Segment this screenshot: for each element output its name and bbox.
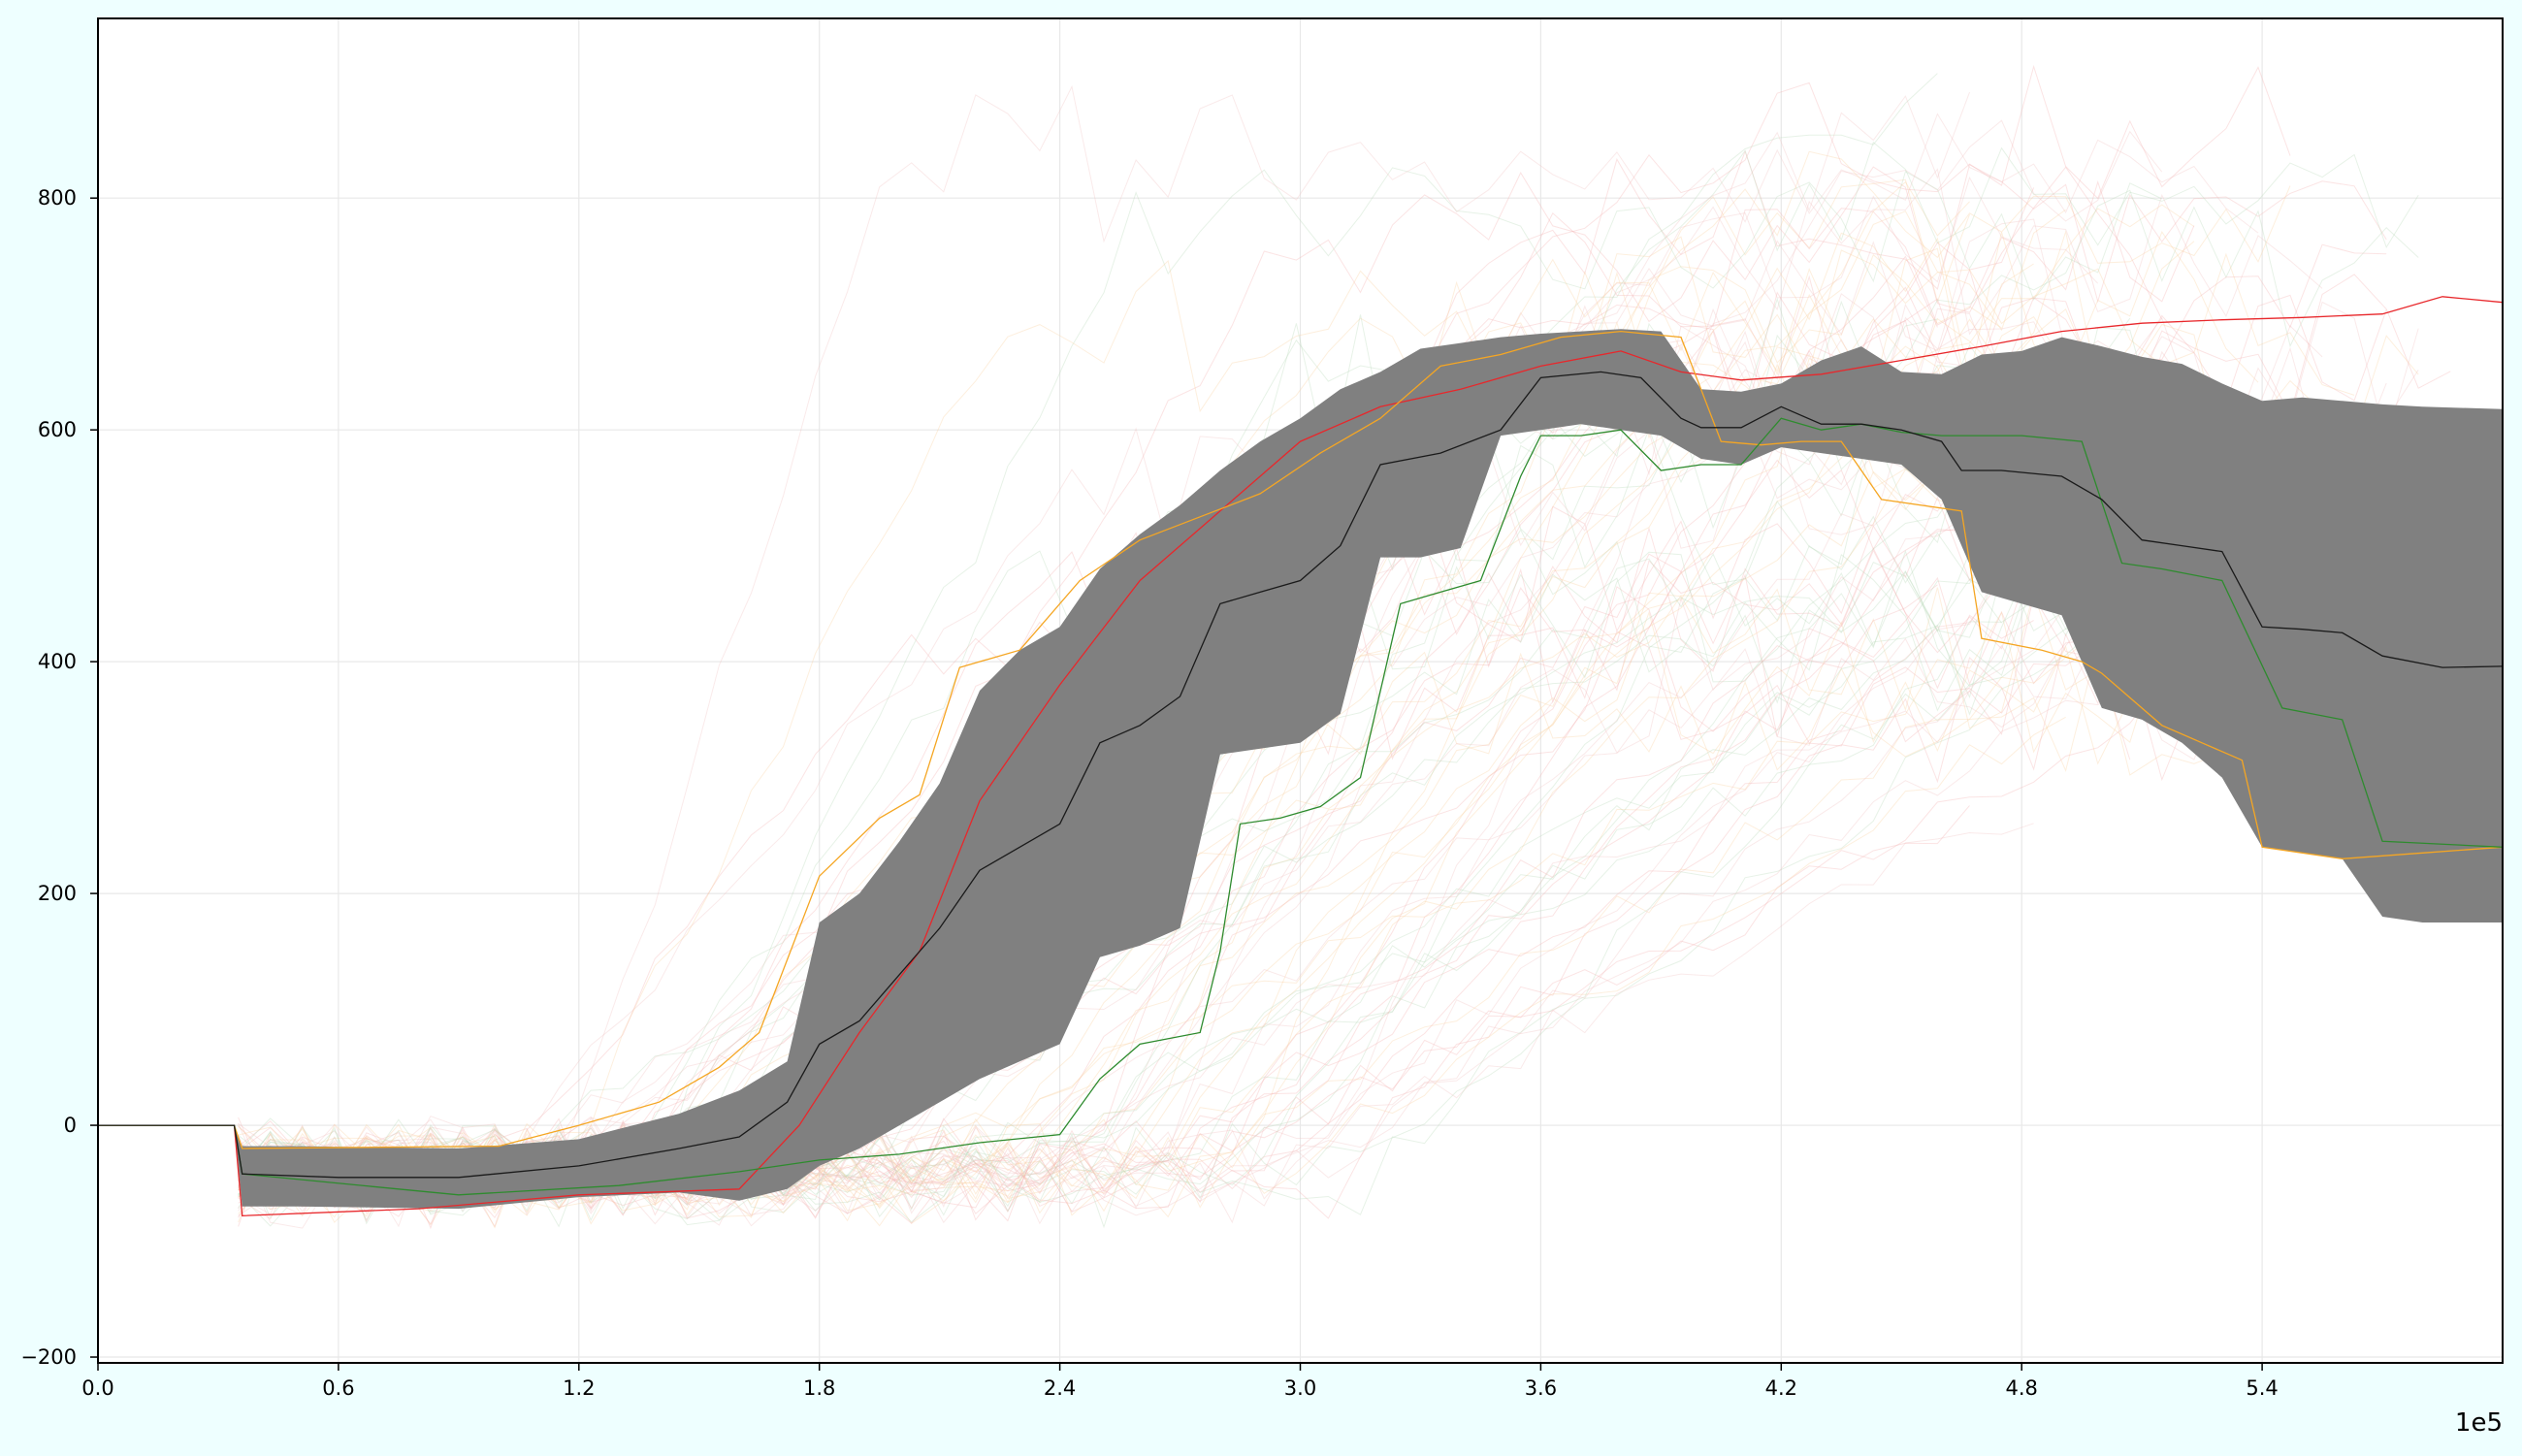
y-axis: −200 0 200 400 600 800 bbox=[20, 186, 98, 1369]
background-trial-line bbox=[238, 84, 2259, 1203]
x-tick-label: 3.6 bbox=[1525, 1376, 1557, 1400]
background-trial-line bbox=[238, 628, 2387, 1206]
y-tick-label: 600 bbox=[38, 418, 77, 441]
background-trial-line bbox=[238, 566, 2131, 1226]
x-tick-label: 3.0 bbox=[1284, 1376, 1316, 1400]
background-trial-line bbox=[238, 418, 2035, 1212]
series-line bbox=[98, 330, 2504, 1149]
background-trial-line bbox=[238, 167, 2163, 1202]
y-tick-label: 0 bbox=[64, 1114, 77, 1137]
std-band bbox=[98, 329, 2503, 1210]
series-line bbox=[98, 371, 2504, 1179]
x-tick-label: 2.4 bbox=[1044, 1376, 1076, 1400]
x-tick-label: 1.2 bbox=[563, 1376, 595, 1400]
series-lines bbox=[98, 296, 2504, 1216]
background-trial-line bbox=[238, 459, 2162, 1219]
x-axis-offset-label: 1e5 bbox=[2455, 1408, 2503, 1438]
y-tick-label: 200 bbox=[38, 882, 77, 905]
x-tick-label: 1.8 bbox=[803, 1376, 835, 1400]
x-tick-label: 4.2 bbox=[1765, 1376, 1797, 1400]
series-line bbox=[98, 417, 2504, 1196]
x-tick-label: 0.6 bbox=[322, 1376, 354, 1400]
background-trial-line bbox=[238, 354, 2163, 1219]
grid-lines bbox=[97, 18, 2503, 1363]
y-tick-label: −200 bbox=[20, 1345, 77, 1369]
background-trial-line bbox=[238, 681, 2163, 1217]
x-axis: 0.0 0.6 1.2 1.8 2.4 3.0 3.6 4.2 4.8 5.4 bbox=[81, 1363, 2279, 1400]
x-tick-label: 5.4 bbox=[2246, 1376, 2278, 1400]
x-tick-label: 0.0 bbox=[81, 1376, 113, 1400]
band-area bbox=[98, 329, 2503, 1210]
series-line bbox=[98, 296, 2504, 1216]
background-trial-line bbox=[238, 716, 2066, 1229]
background-trial-line bbox=[238, 253, 2002, 1216]
x-tick-label: 4.8 bbox=[2005, 1376, 2037, 1400]
background-trial-line bbox=[238, 823, 2034, 1213]
y-tick-label: 800 bbox=[38, 186, 77, 210]
background-trial-line bbox=[238, 554, 2131, 1228]
background-trial-line bbox=[238, 524, 2034, 1228]
y-tick-label: 400 bbox=[38, 650, 77, 673]
